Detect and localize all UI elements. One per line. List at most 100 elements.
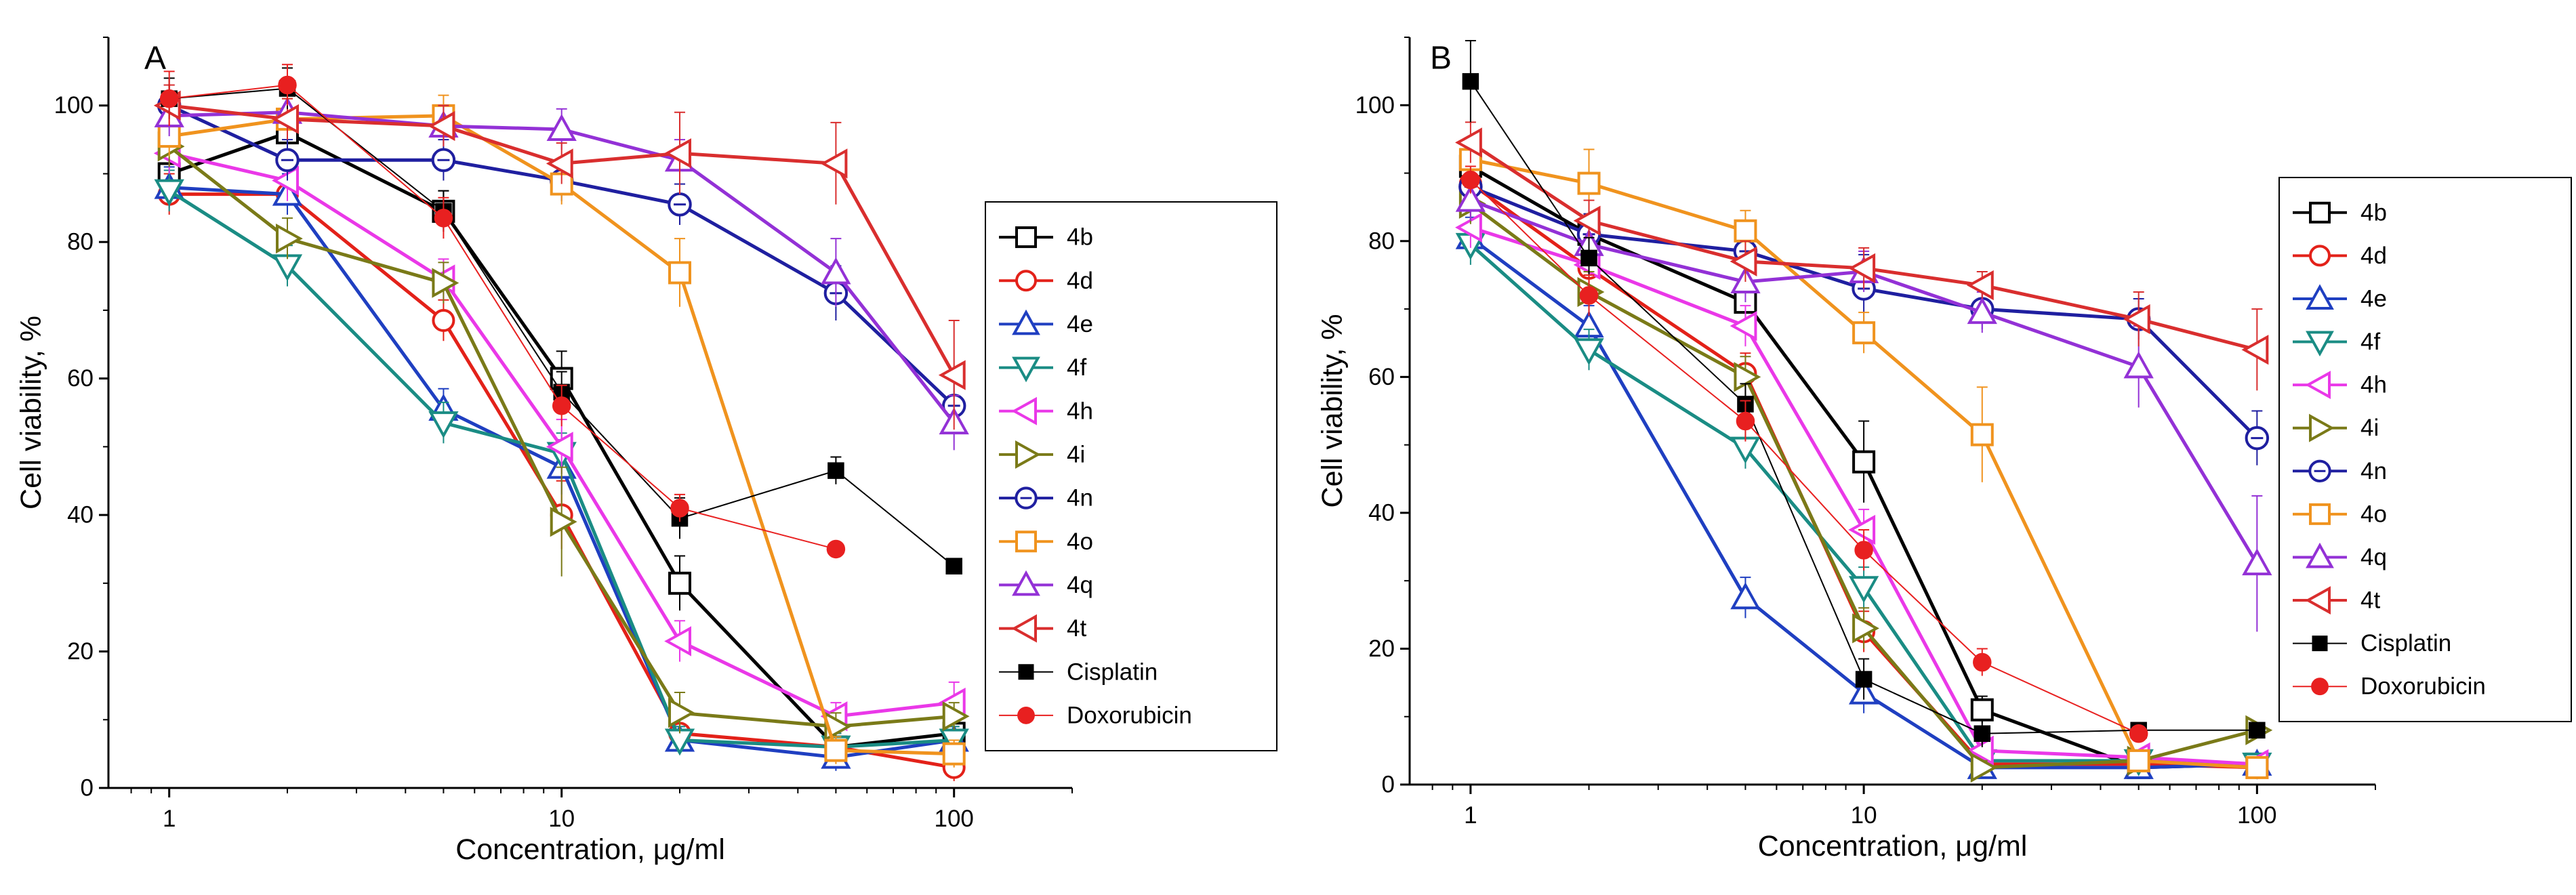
series-4h <box>153 132 966 732</box>
data-point <box>2245 755 2269 779</box>
series-doxorubicin <box>1461 165 2148 743</box>
data-point <box>1970 752 1998 783</box>
data-point <box>1730 311 1757 341</box>
legend-box <box>985 201 1277 751</box>
legend-marker <box>2311 678 2329 696</box>
data-point <box>670 499 689 518</box>
x-axis-title: Concentration, μg/ml <box>1758 830 2028 862</box>
legend-label: 4d <box>2360 243 2387 269</box>
series-4t <box>1455 121 2269 391</box>
legend-marker <box>1015 440 1041 469</box>
legend-marker <box>1012 356 1040 383</box>
data-point <box>1455 212 1482 243</box>
legend-label: Cisplatin <box>1067 659 1158 685</box>
legend-label: 4h <box>1067 398 1093 424</box>
y-axis-title: Cell viability, % <box>1316 314 1349 508</box>
y-tick-label: 60 <box>67 365 94 392</box>
legend-label: 4d <box>1067 268 1093 294</box>
legend-marker <box>2309 201 2331 224</box>
legend-label: 4f <box>1067 354 1086 381</box>
data-point <box>945 558 962 575</box>
data-point <box>1974 725 1991 743</box>
legend-marker <box>2312 636 2328 652</box>
legend-label: 4i <box>1067 441 1085 467</box>
legend-marker <box>1015 530 1037 553</box>
data-point <box>159 89 179 108</box>
y-tick-label: 0 <box>81 775 94 802</box>
legend-label: Doxorubicin <box>2360 673 2486 700</box>
legend-label: 4b <box>1067 224 1093 251</box>
data-point <box>1462 72 1479 90</box>
data-point <box>1848 253 1876 284</box>
data-point <box>2249 722 2266 739</box>
legend-marker <box>2306 284 2334 310</box>
y-tick-label: 40 <box>67 502 94 528</box>
x-axis-title: Concentration, μg/ml <box>455 833 725 866</box>
data-point <box>1966 735 1994 766</box>
legend-label: 4h <box>2360 372 2387 398</box>
y-tick-label: 100 <box>54 92 94 119</box>
legend-marker <box>1012 570 1040 596</box>
series-doxorubicin <box>159 64 846 559</box>
legend: 4b 4d 4e 4f 4h 4i 4n 4o 4q 4t Cisplatin Doxorubicin <box>985 201 1277 751</box>
data-point <box>1848 576 1879 604</box>
x-tick-label: 100 <box>2237 802 2276 829</box>
legend-box <box>2278 177 2572 722</box>
data-point <box>552 396 571 415</box>
y-tick-label: 80 <box>1368 228 1395 254</box>
data-point <box>820 148 848 179</box>
legend-marker <box>1011 396 1037 425</box>
legend-label: 4n <box>1067 485 1093 512</box>
legend-label: 4f <box>2360 329 2380 355</box>
legend-label: 4t <box>1067 615 1086 642</box>
legend-label: 4q <box>2360 544 2387 570</box>
y-tick-label: 100 <box>1355 92 1395 119</box>
data-point <box>546 114 577 141</box>
legend-marker <box>2309 503 2331 525</box>
data-point <box>824 738 848 762</box>
data-point <box>1734 219 1757 243</box>
x-tick-label: 10 <box>548 806 575 832</box>
legend-marker <box>1018 664 1034 680</box>
legend-marker <box>2305 371 2331 400</box>
legend-marker <box>1015 270 1037 292</box>
data-point <box>1579 286 1599 305</box>
chart-panel-b: B 0 20 40 60 80 100 1 10 100 Concentration, μg/ml C… <box>1316 37 2572 862</box>
y-tick-label: 40 <box>1368 499 1395 526</box>
data-point <box>1580 249 1597 267</box>
legend-marker <box>2305 586 2331 615</box>
legend-marker <box>1015 226 1037 249</box>
series-line-doxorubicin <box>169 84 836 550</box>
y-tick-label: 20 <box>1368 636 1395 662</box>
legend-marker <box>1011 614 1037 643</box>
legend-label: Doxorubicin <box>1067 702 1192 728</box>
legend-label: 4e <box>2360 285 2387 312</box>
data-point <box>2242 548 2272 576</box>
data-point <box>1973 652 1992 672</box>
y-tick-label: 0 <box>1382 772 1395 798</box>
y-tick-label: 80 <box>67 229 94 255</box>
data-point <box>668 261 691 285</box>
legend-label: 4n <box>2360 458 2387 484</box>
y-tick-label: 20 <box>67 638 94 665</box>
y-tick-label: 60 <box>1368 364 1395 390</box>
panel-label: A <box>144 41 166 77</box>
data-point <box>432 309 455 333</box>
x-tick-label: 100 <box>934 806 973 832</box>
x-tick-label: 1 <box>163 806 176 832</box>
data-point <box>1970 698 1994 722</box>
data-point <box>546 432 573 462</box>
data-point <box>1967 297 1997 325</box>
data-point <box>821 257 851 285</box>
legend-label: 4e <box>1067 311 1093 337</box>
data-point <box>1455 184 1486 212</box>
data-point <box>1852 321 1876 345</box>
data-point <box>1730 582 1761 610</box>
x-tick-label: 10 <box>1851 802 1877 829</box>
data-point <box>1736 411 1755 431</box>
data-point <box>2241 335 2269 365</box>
y-axis-title: Cell viability, % <box>15 316 47 509</box>
data-point <box>432 268 459 298</box>
data-point <box>664 138 691 169</box>
